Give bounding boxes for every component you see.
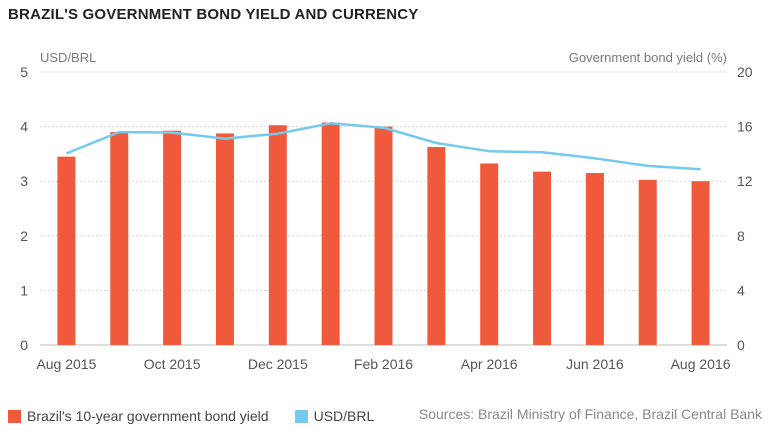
- left-tick-label: 4: [20, 119, 28, 135]
- left-tick-label: 1: [20, 282, 28, 298]
- x-tick-label: Aug 2016: [671, 356, 731, 372]
- x-tick-label: Oct 2015: [144, 356, 201, 372]
- bond-yield-bar: [480, 163, 499, 345]
- legend-item-bond-yield: Brazil's 10-year government bond yield: [8, 408, 269, 424]
- usd-brl-series-line: [65, 122, 701, 171]
- left-tick-label: 2: [20, 228, 28, 244]
- x-tick-label: Feb 2016: [354, 356, 413, 372]
- x-tick-label: Dec 2015: [248, 356, 308, 372]
- chart-title: BRAZIL'S GOVERNMENT BOND YIELD AND CURRE…: [8, 6, 419, 23]
- bond-yield-bar: [321, 122, 340, 345]
- right-tick-label: 12: [737, 173, 753, 189]
- right-tick-label: 16: [737, 119, 753, 135]
- legend-label-bond-yield: Brazil's 10-year government bond yield: [27, 408, 269, 424]
- left-tick-label: 5: [20, 64, 28, 80]
- x-tick-label: Jun 2016: [566, 356, 624, 372]
- bond-yield-bar: [638, 179, 657, 345]
- legend-label-usd-brl: USD/BRL: [313, 408, 375, 424]
- x-axis-ticks: Aug 2015 Oct 2015 Dec 2015 Feb 2016 Apr 2016…: [36, 356, 730, 372]
- right-tick-label: 4: [737, 282, 745, 298]
- bond-yield-bar: [691, 181, 710, 345]
- right-axis-label: Government bond yield (%): [569, 50, 727, 65]
- right-tick-label: 20: [737, 64, 753, 80]
- left-axis-label: USD/BRL: [40, 50, 96, 65]
- bond-yield-bar: [163, 130, 182, 345]
- legend-item-usd-brl: USD/BRL: [294, 408, 375, 424]
- x-tick-label: Apr 2016: [461, 356, 518, 372]
- bond-yield-bar: [585, 173, 604, 345]
- legend-swatch-usd-brl: [294, 409, 308, 423]
- bond-yield-bar: [427, 147, 446, 345]
- left-tick-label: 3: [20, 173, 28, 189]
- right-tick-label: 0: [737, 337, 745, 353]
- usd-brl-line: [65, 122, 701, 171]
- bond-yield-bar: [215, 133, 234, 345]
- bond-yield-bar: [57, 156, 76, 345]
- source-note: Sources: Brazil Ministry of Finance, Bra…: [418, 406, 762, 422]
- right-tick-label: 8: [737, 228, 745, 244]
- legend: Brazil's 10-year government bond yield U…: [8, 406, 400, 426]
- bond-yield-bar: [533, 171, 552, 345]
- legend-swatch-bond-yield: [8, 409, 21, 423]
- x-tick-label: Aug 2015: [36, 356, 96, 372]
- right-axis-ticks: 0 4 8 12 16 20: [737, 64, 753, 353]
- bond-yield-bar: [110, 132, 129, 345]
- left-tick-label: 0: [20, 337, 28, 353]
- left-axis-ticks: 0 1 2 3 4 5: [20, 64, 28, 353]
- bond-yield-bars: [57, 122, 710, 345]
- bond-yield-bar: [374, 126, 393, 345]
- bond-yield-bar: [268, 125, 287, 345]
